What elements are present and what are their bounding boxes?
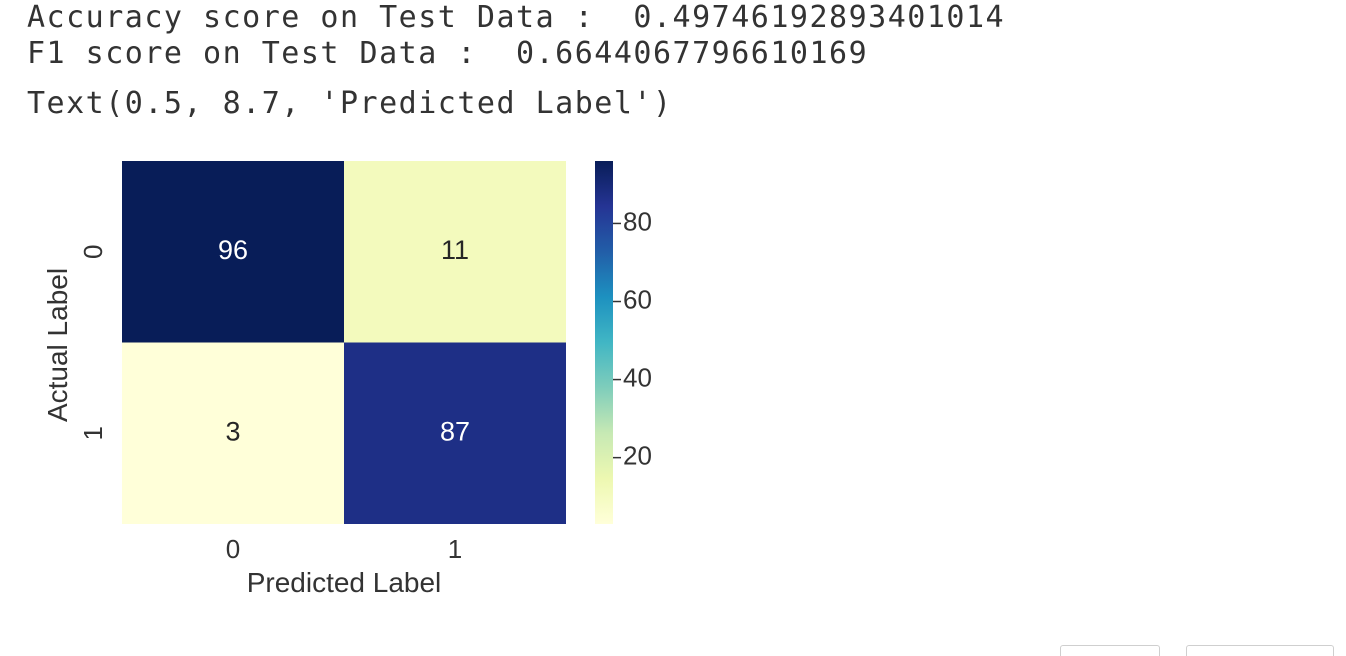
cell-annotation-r1-c1: 87 (440, 416, 470, 446)
x-axis-label: Predicted Label (247, 567, 442, 598)
accuracy-output-line: Accuracy score on Test Data : 0.49746192… (27, 0, 1006, 35)
cell-annotation-r0-c1: 11 (441, 235, 469, 265)
colorbar-tick-label-40: 40 (623, 362, 652, 392)
x-tick-label-0: 0 (226, 534, 240, 564)
y-axis-label: Actual Label (42, 268, 73, 422)
colorbar (595, 161, 613, 524)
heatmap-cells (122, 161, 566, 524)
heatmap-cell-r1-c1 (344, 342, 566, 524)
colorbar-ticks: 20 40 60 80 (613, 206, 652, 471)
text-repr-output-line: Text(0.5, 8.7, 'Predicted Label') (27, 86, 673, 121)
toolbar-button-partial[interactable] (1060, 645, 1160, 656)
heatmap-annotations: 96 11 3 87 (218, 235, 470, 447)
colorbar-tick-label-20: 20 (623, 441, 652, 471)
y-tick-labels: 01 (78, 245, 108, 441)
cell-annotation-r0-c0: 96 (218, 235, 248, 265)
cell-annotation-r1-c0: 3 (225, 416, 240, 446)
toolbar-button-partial-2[interactable] (1186, 645, 1334, 656)
heatmap-cell-r0-c1 (344, 161, 566, 343)
colorbar-tick-label-60: 60 (623, 284, 652, 314)
f1-output-line: F1 score on Test Data : 0.66440677966101… (27, 36, 869, 71)
heatmap-cell-r1-c0 (122, 342, 344, 524)
x-tick-label-1: 1 (448, 534, 462, 564)
heatmap-cell-r0-c0 (122, 161, 344, 343)
y-tick-label-1: 1 (78, 426, 108, 440)
colorbar-tick-label-80: 80 (623, 206, 652, 236)
y-tick-label-0: 0 (78, 245, 108, 259)
